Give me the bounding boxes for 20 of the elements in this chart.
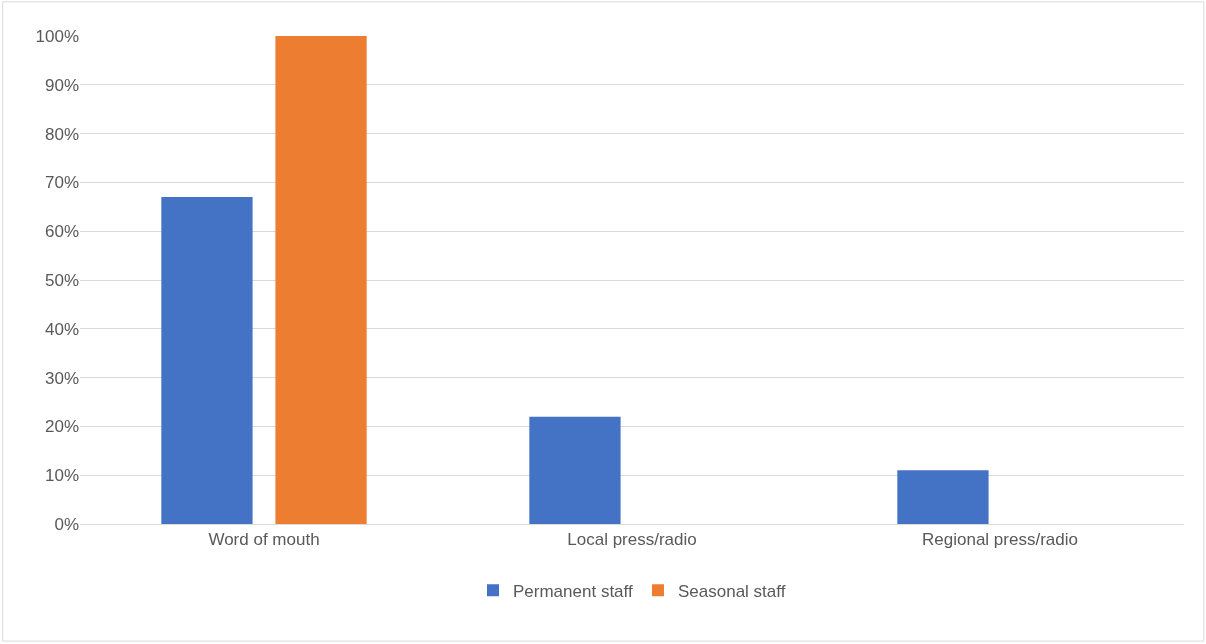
- x-tick-label: Local press/radio: [567, 530, 697, 550]
- bar: [275, 36, 367, 524]
- y-tick-label: 60%: [44, 222, 79, 242]
- y-tick-label: 20%: [44, 417, 79, 437]
- y-tick-label: 10%: [44, 466, 79, 486]
- y-tick-label: 40%: [44, 319, 79, 339]
- y-tick-label: 30%: [44, 368, 79, 388]
- y-tick-label: 100%: [35, 26, 79, 46]
- bar: [529, 416, 621, 524]
- bar: [897, 470, 989, 524]
- x-tick-label: Word of mouth: [208, 530, 320, 550]
- y-tick-label: 90%: [44, 75, 79, 95]
- y-tick-label: 0%: [54, 514, 79, 534]
- legend-label: Permanent staff: [513, 581, 633, 601]
- x-tick-label: Regional press/radio: [922, 530, 1078, 550]
- legend-label: Seasonal staff: [677, 581, 786, 601]
- bar: [161, 197, 253, 524]
- y-tick-label: 70%: [44, 173, 79, 193]
- y-tick-label: 80%: [44, 124, 79, 144]
- y-tick-label: 50%: [44, 270, 79, 290]
